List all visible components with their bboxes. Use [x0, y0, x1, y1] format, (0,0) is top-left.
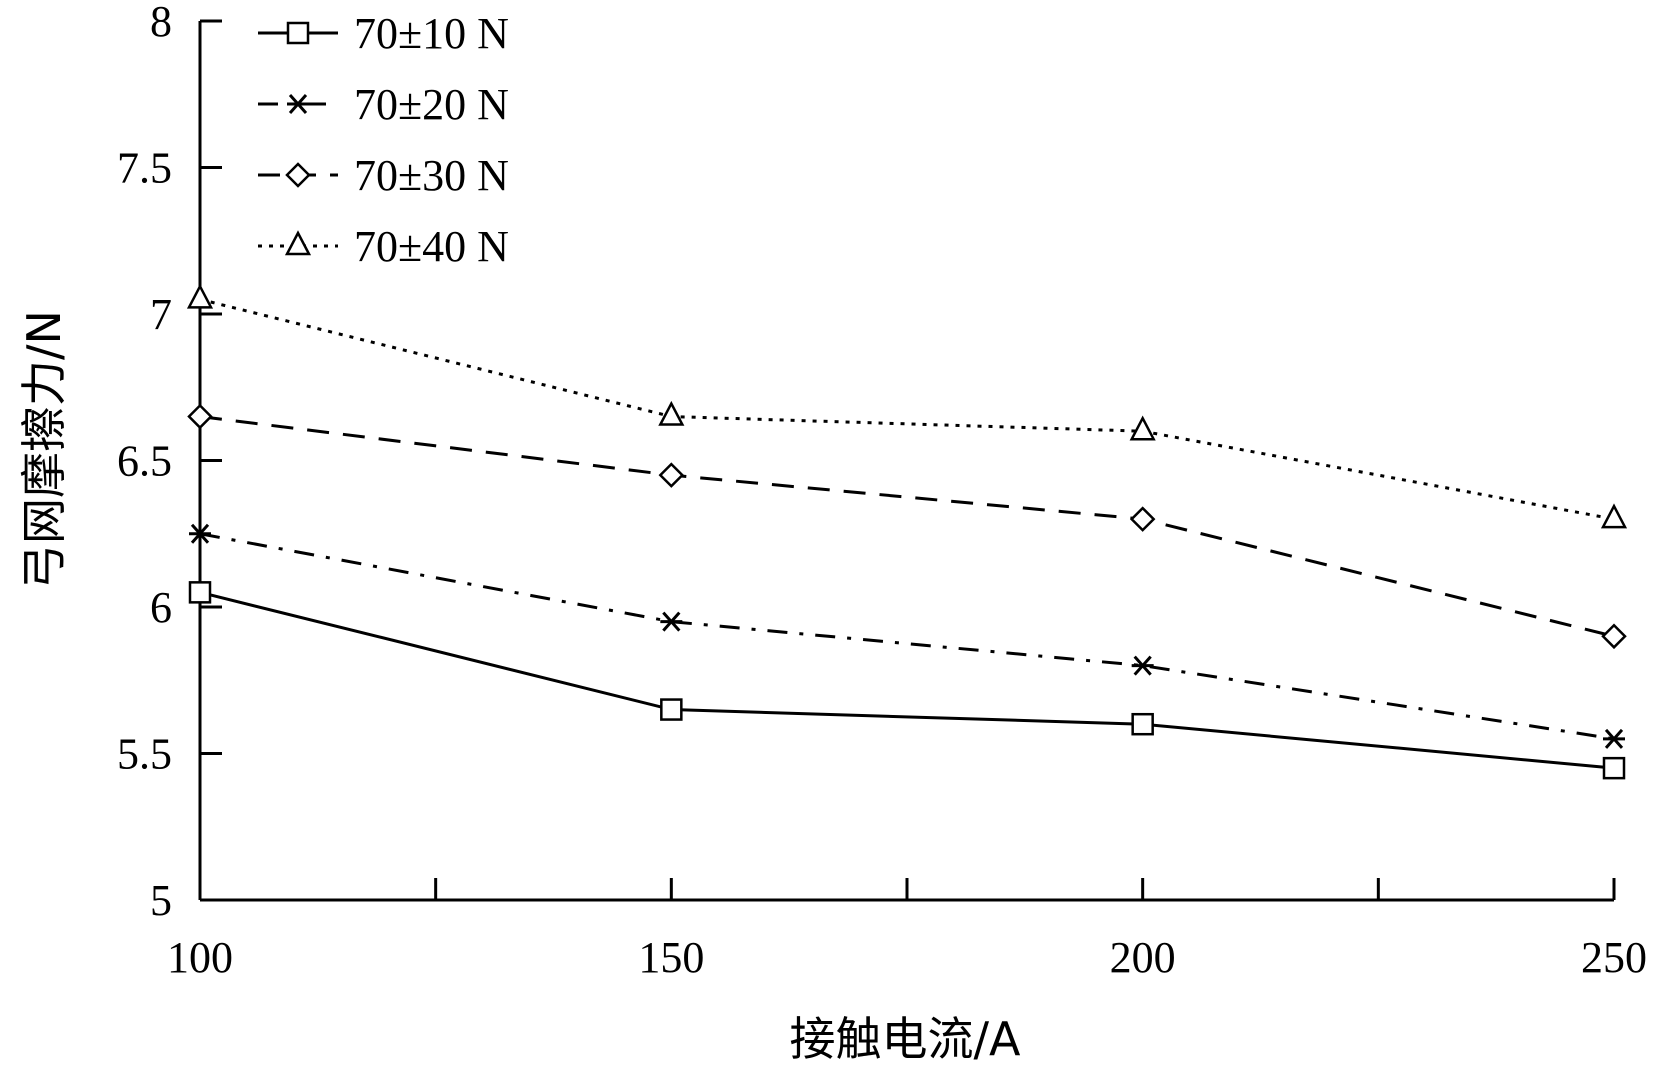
legend-item: 70±40 N: [258, 222, 509, 271]
data-point: [1131, 712, 1154, 736]
marker-diamond: [187, 403, 213, 430]
data-point: [660, 611, 683, 632]
marker-asterisk-stroke: [1133, 655, 1152, 676]
data-point: [1129, 506, 1156, 532]
marker-square: [188, 581, 212, 604]
y-tick-label: 8: [150, 0, 172, 46]
marker-diamond: [285, 162, 311, 188]
y-tick-label: 5.5: [117, 730, 172, 779]
marker-triangle: [186, 283, 214, 309]
y-tick-label: 7.5: [117, 144, 172, 193]
legend-label: 70±30 N: [354, 151, 509, 200]
marker-asterisk-stroke: [288, 94, 308, 114]
data-point: [1129, 415, 1156, 441]
marker-diamond: [1129, 506, 1156, 532]
marker-triangle: [284, 230, 312, 256]
marker-triangle: [658, 400, 685, 426]
x-axis-title: 接触电流/A: [790, 1012, 1021, 1066]
series-2: [189, 523, 1625, 749]
legend-item: 70±30 N: [258, 151, 509, 200]
data-point: [189, 523, 211, 544]
data-point: [1131, 655, 1154, 676]
series-4: [186, 283, 1628, 529]
series-line: [199, 297, 1615, 521]
data-point: [1602, 756, 1626, 780]
x-tick-label: 250: [1581, 933, 1647, 982]
x-tick-label: 200: [1110, 933, 1176, 982]
data-point: [660, 698, 683, 721]
marker-square: [660, 698, 683, 721]
legend-label: 70±20 N: [354, 80, 509, 129]
legend-item: 70±10 N: [258, 9, 509, 58]
data-point: [658, 400, 685, 426]
series-line: [199, 415, 1615, 638]
marker-diamond: [1601, 623, 1627, 650]
marker-square: [1131, 712, 1154, 736]
legend: 70±10 N 70±20 N 70±30 N 70±40 N: [258, 9, 509, 271]
y-tick-label: 6: [150, 583, 172, 632]
y-axis-title: 弓网摩擦力/N: [17, 310, 71, 590]
series-1: [188, 581, 1626, 780]
marker-asterisk-stroke: [1604, 728, 1624, 749]
legend-item: 70±20 N: [258, 80, 509, 129]
series-layer: [186, 283, 1628, 780]
y-tick-label: 5: [150, 876, 172, 925]
data-point: [186, 283, 214, 309]
data-point: [1603, 728, 1625, 749]
legend-label: 70±40 N: [354, 222, 509, 271]
marker-asterisk-stroke: [662, 611, 681, 632]
series-line: [199, 590, 1615, 770]
marker-square: [286, 21, 310, 45]
marker-asterisk-stroke: [190, 523, 210, 544]
marker-triangle: [1129, 415, 1156, 441]
legend-marker: [286, 21, 310, 45]
legend-marker: [287, 94, 309, 114]
data-point: [187, 403, 213, 430]
data-point: [658, 462, 685, 488]
data-point: [1601, 623, 1627, 650]
legend-marker: [285, 162, 311, 188]
data-point: [188, 581, 212, 604]
legend-marker: [284, 230, 312, 256]
marker-square: [1602, 756, 1626, 780]
data-point: [1600, 503, 1628, 529]
y-tick-label: 6.5: [117, 437, 172, 486]
legend-label: 70±10 N: [354, 9, 509, 58]
y-tick-label: 7: [150, 290, 172, 339]
axes: 5 5.5 6 6.5 7 7.5 8 100 150 200 250: [117, 0, 1647, 982]
marker-triangle: [1600, 503, 1628, 529]
marker-diamond: [658, 462, 685, 488]
series-line: [199, 532, 1615, 741]
x-tick-label: 100: [167, 933, 233, 982]
series-3: [187, 403, 1627, 650]
x-tick-label: 150: [638, 933, 704, 982]
